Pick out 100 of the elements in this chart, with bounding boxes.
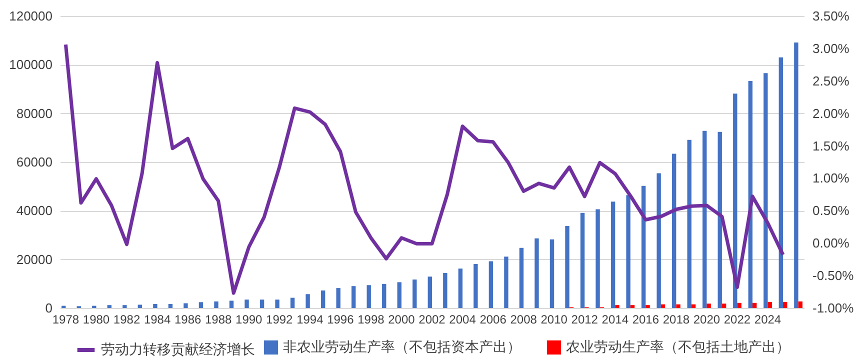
legend-label: 农业劳动生产率（不包括土地产出） <box>566 338 790 354</box>
bar <box>458 268 463 308</box>
bar <box>596 209 600 308</box>
bar <box>778 57 784 308</box>
bar <box>138 304 142 308</box>
line-series <box>64 42 785 295</box>
bar <box>615 305 620 308</box>
bar <box>656 173 661 308</box>
y-tick-label: 60000 <box>16 154 52 170</box>
x-tick-label: 1980 <box>82 312 110 326</box>
bar <box>646 305 650 308</box>
y-tick-label: 40000 <box>16 203 52 218</box>
y2-tick-label: 0.00% <box>812 236 850 251</box>
x-tick-label: 2010 <box>540 312 568 326</box>
bar <box>107 305 112 308</box>
bar <box>722 304 726 308</box>
legend-label: 非农业劳动生产率（不包括资本产出） <box>283 338 521 354</box>
bar <box>676 304 680 308</box>
x-tick-label: 2012 <box>571 312 598 326</box>
bar <box>718 132 722 308</box>
y2-tick-label: 1.00% <box>812 170 850 186</box>
x-tick-label: 1988 <box>204 312 232 326</box>
x-tick-label: 2000 <box>388 312 416 326</box>
y-tick-label: 80000 <box>16 106 52 121</box>
bar <box>260 300 264 308</box>
x-tick-label: 2024 <box>754 312 782 326</box>
bar <box>412 280 417 308</box>
x-tick-label: 2018 <box>662 312 690 326</box>
bar <box>428 276 432 308</box>
x-tick-label: 1978 <box>52 312 80 326</box>
x-tick-label: 1990 <box>236 312 263 326</box>
bar <box>122 305 127 308</box>
bar <box>229 300 234 308</box>
bar <box>290 298 295 308</box>
bar <box>580 212 585 308</box>
x-tick-label: 2020 <box>693 312 720 326</box>
bar <box>565 226 570 308</box>
bar <box>214 301 218 308</box>
bar <box>474 264 478 308</box>
x-tick-label: 1986 <box>174 312 202 326</box>
bar <box>351 286 356 308</box>
bar <box>641 186 646 308</box>
bar <box>488 261 494 308</box>
bar <box>752 302 757 308</box>
bar <box>702 130 707 308</box>
bar <box>794 42 798 308</box>
bar <box>706 304 711 308</box>
y2-tick-label: 1.50% <box>812 138 850 154</box>
x-tick-label: 1998 <box>358 312 385 326</box>
bar <box>184 303 188 308</box>
bar <box>660 304 666 308</box>
y-tick-label: 100000 <box>9 57 52 72</box>
y2-tick-label: 2.50% <box>812 73 850 88</box>
bar <box>737 302 742 308</box>
bar <box>320 290 326 308</box>
bar <box>443 272 448 308</box>
bar <box>168 304 173 308</box>
bar <box>783 302 788 308</box>
x-tick-label: 1996 <box>327 312 354 326</box>
x-tick-label: 1992 <box>266 312 294 326</box>
x-tick-label: 1984 <box>144 312 171 326</box>
bar <box>672 154 676 308</box>
bar <box>244 300 249 308</box>
bar <box>504 256 508 308</box>
x-tick-label: 1994 <box>296 312 324 326</box>
bar <box>550 239 554 308</box>
x-tick-label: 2014 <box>602 312 629 326</box>
bar <box>382 284 386 308</box>
bar <box>534 238 539 308</box>
bar <box>798 301 802 308</box>
bar <box>764 73 768 308</box>
x-tick-label: 2022 <box>724 312 751 326</box>
bar <box>336 288 340 308</box>
y2-tick-label: -1.00% <box>812 300 854 316</box>
bar <box>366 285 371 308</box>
y2-tick-label: -0.50% <box>812 268 854 284</box>
y2-tick-label: 3.00% <box>812 40 850 56</box>
bar <box>275 300 280 308</box>
x-tick-label: 2008 <box>510 312 538 326</box>
y2-tick-label: 3.50% <box>812 8 850 24</box>
x-tick-label: 1982 <box>113 312 140 326</box>
bar <box>687 140 692 308</box>
bar <box>519 248 524 308</box>
bar <box>306 294 310 308</box>
x-tick-label: 2006 <box>480 312 507 326</box>
y-tick-label: 20000 <box>16 252 52 267</box>
bar <box>610 202 616 308</box>
y2-tick-label: 0.50% <box>812 203 850 218</box>
legend-label: 劳动力转移贡献经济增长 <box>101 341 255 357</box>
bar <box>691 304 696 308</box>
y2-tick-label: 2.00% <box>812 106 850 121</box>
x-tick-label: 2004 <box>449 312 476 326</box>
y-tick-label: 120000 <box>9 8 52 24</box>
bar <box>768 302 772 308</box>
bar <box>630 305 635 308</box>
y-tick-label: 0 <box>45 300 52 316</box>
bar <box>626 195 630 308</box>
bar <box>153 304 158 308</box>
x-tick-label: 2002 <box>418 312 446 326</box>
bar <box>397 282 402 308</box>
